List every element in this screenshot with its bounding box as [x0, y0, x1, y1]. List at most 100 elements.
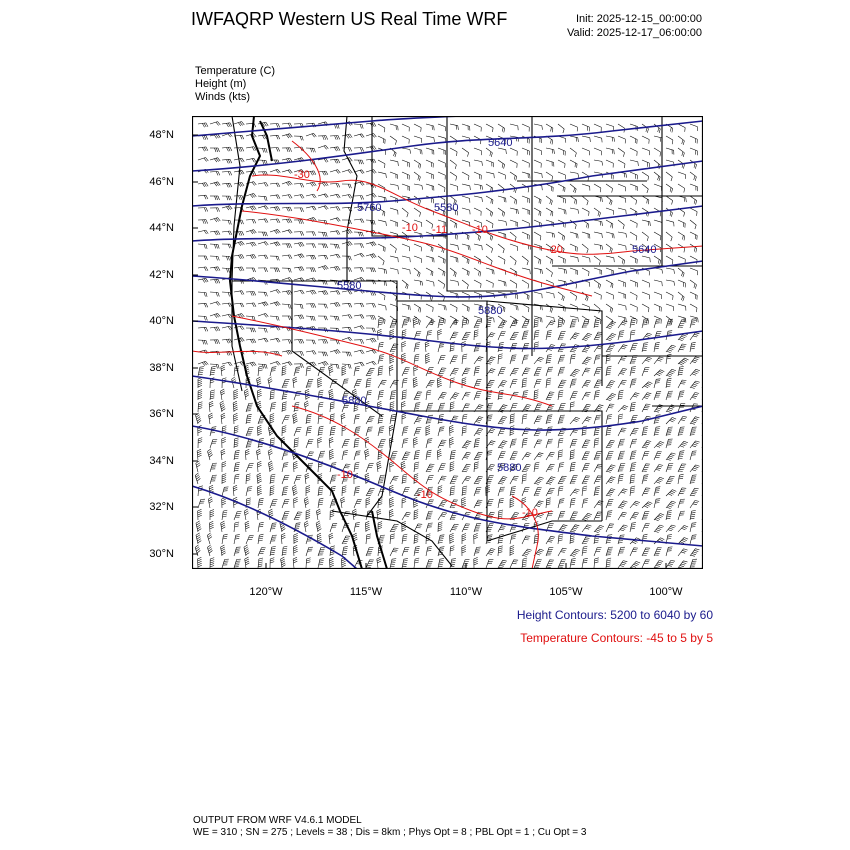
wind-barb	[269, 194, 281, 199]
wind-barb	[473, 329, 479, 341]
wind-barb	[425, 135, 435, 142]
wind-barb	[304, 400, 309, 413]
wind-barb	[665, 417, 677, 425]
wind-barb	[617, 207, 627, 215]
wind-barb	[653, 356, 664, 365]
wind-barb	[473, 159, 483, 166]
lon-label: 110°W	[449, 586, 483, 598]
wind-barb	[401, 558, 409, 569]
wind-barb	[437, 392, 447, 401]
wind-barb	[509, 255, 517, 266]
wind-barb	[653, 476, 664, 485]
wind-barb	[569, 123, 578, 132]
wind-barb	[233, 473, 240, 485]
wind-barb	[533, 356, 544, 365]
wind-barb	[209, 266, 221, 272]
wind-barb	[689, 522, 697, 533]
wind-barb	[210, 195, 220, 201]
wind-barb	[449, 450, 456, 461]
wind-barb	[413, 279, 423, 286]
wind-barb	[545, 547, 554, 557]
wind-barb	[341, 475, 350, 485]
height-label: 5640	[632, 244, 656, 256]
wind-barb	[425, 303, 434, 312]
wind-barb	[569, 243, 578, 252]
wind-barb	[317, 339, 328, 344]
wind-barb	[341, 229, 353, 235]
wind-barb	[521, 207, 531, 215]
wind-barb	[581, 207, 590, 216]
wind-barb	[257, 365, 264, 377]
wind-barb	[208, 400, 214, 413]
wind-barb	[605, 557, 612, 569]
wind-barb	[233, 521, 240, 533]
wind-barb	[533, 317, 539, 329]
wind-barb	[557, 183, 566, 192]
wind-barb	[257, 533, 264, 545]
wind-barb	[425, 243, 434, 252]
wind-barb	[665, 183, 673, 193]
wind-barb	[461, 485, 468, 497]
wind-barb	[208, 496, 213, 509]
wind-barb	[521, 473, 528, 485]
wind-barb	[207, 532, 213, 545]
wind-barb	[617, 320, 628, 329]
wind-barb	[401, 473, 408, 485]
wind-barb	[197, 437, 203, 449]
wind-barb	[232, 484, 238, 497]
wind-barb	[497, 171, 506, 180]
wind-barb	[341, 183, 352, 189]
wind-barb	[437, 318, 444, 329]
wind-barb	[257, 267, 268, 273]
wind-barb	[221, 437, 226, 449]
wind-barb	[341, 351, 352, 357]
wind-barb	[353, 314, 365, 319]
wind-barb	[293, 135, 304, 141]
wind-barb	[220, 520, 226, 533]
wind-barb	[545, 366, 554, 377]
wind-barb	[269, 301, 281, 307]
wind-barb	[293, 461, 298, 473]
wind-barb	[629, 427, 639, 437]
wind-barb	[293, 207, 304, 213]
wind-barb	[629, 402, 636, 413]
wind-barb	[557, 559, 566, 569]
map-title: IWFAQRP Western US Real Time WRF	[191, 9, 508, 29]
wind-barb	[269, 135, 281, 140]
wind-barb	[209, 217, 221, 223]
wind-barb	[605, 510, 613, 521]
wind-barb	[221, 461, 227, 472]
height-label: 5880	[478, 305, 502, 317]
wind-barb	[341, 255, 352, 261]
wind-barb	[557, 207, 567, 215]
wind-barb	[605, 344, 616, 353]
wind-barb	[437, 267, 446, 277]
wind-barb	[617, 463, 626, 473]
wind-barb	[545, 426, 553, 437]
wind-barb	[677, 548, 688, 557]
wind-barb	[521, 123, 530, 132]
wind-barb	[677, 403, 686, 413]
wind-barb	[341, 450, 349, 461]
wind-barb	[221, 230, 233, 236]
wind-barb	[509, 219, 519, 227]
wind-barb	[353, 499, 362, 509]
wind-barb	[197, 207, 208, 212]
wind-barb	[389, 123, 399, 131]
wind-barb	[689, 380, 700, 389]
wind-barb	[413, 147, 423, 155]
wind-barb	[281, 415, 290, 425]
wind-barb	[281, 181, 293, 186]
wind-barb	[617, 291, 627, 299]
wind-barb	[317, 231, 328, 237]
wind-barb	[593, 291, 602, 300]
wind-barb	[341, 337, 353, 342]
wind-barb	[533, 452, 544, 461]
wind-barb	[569, 475, 578, 485]
wind-barb	[557, 498, 565, 509]
wind-barb	[281, 350, 293, 355]
wind-barb	[292, 376, 298, 389]
wind-barb	[305, 303, 316, 308]
wind-barb	[677, 219, 686, 228]
wind-barb	[281, 243, 292, 249]
